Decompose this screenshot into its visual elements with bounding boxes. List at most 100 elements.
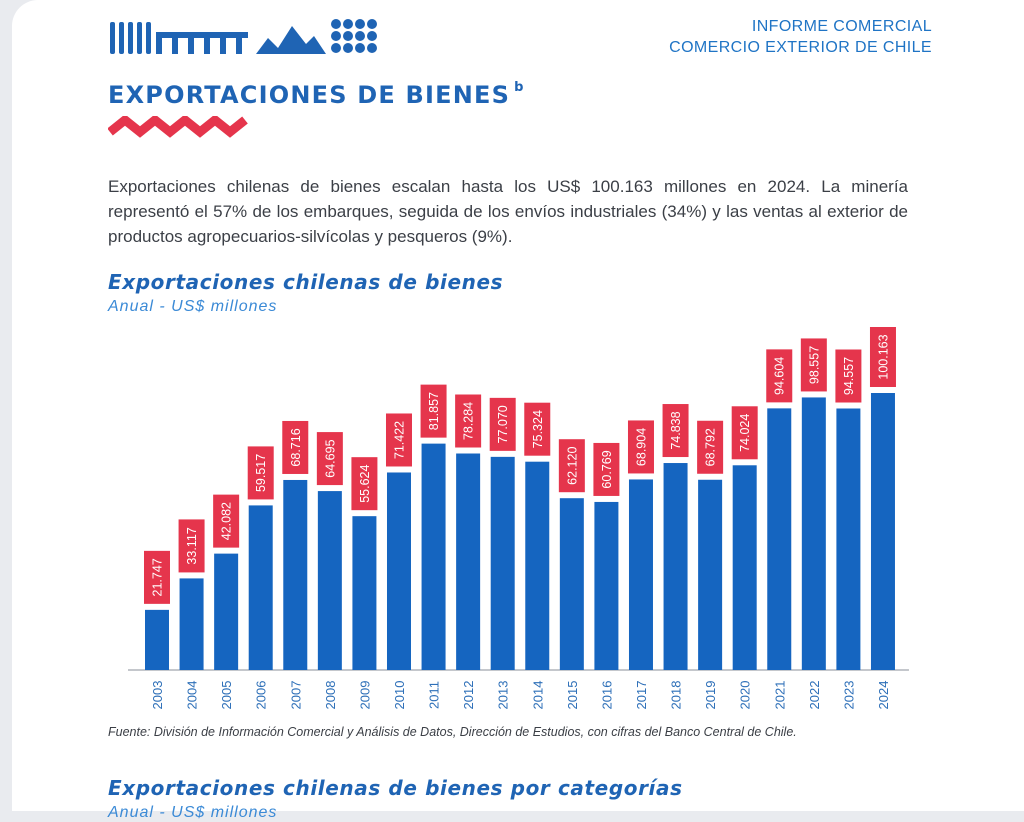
data-label-bg-2020 <box>731 406 758 460</box>
data-label-2018: 74.838 <box>669 411 683 449</box>
x-tick-2022: 2022 <box>807 681 822 710</box>
institution-logo <box>110 19 377 54</box>
bar-2003 <box>145 609 169 670</box>
x-tick-2014: 2014 <box>530 681 545 710</box>
bar-2009 <box>352 516 377 670</box>
bar-2016 <box>594 501 619 670</box>
data-label-2009: 55.624 <box>358 465 372 503</box>
bar-2006 <box>248 505 273 670</box>
bar-2018 <box>663 463 688 670</box>
x-tick-2017: 2017 <box>634 681 649 710</box>
data-label-2022: 98.557 <box>807 346 821 384</box>
data-label-2020: 74.024 <box>738 414 752 452</box>
bar-2021 <box>767 408 792 670</box>
x-tick-2012: 2012 <box>461 681 476 710</box>
x-tick-2005: 2005 <box>219 681 234 710</box>
data-label-2004: 33.117 <box>185 527 199 564</box>
bar-2008 <box>317 491 342 670</box>
data-label-2015: 62.120 <box>565 447 579 485</box>
x-tick-2003: 2003 <box>150 681 165 710</box>
x-tick-2015: 2015 <box>565 681 580 710</box>
section-footnote-marker: b <box>514 80 525 95</box>
data-label-2017: 68.904 <box>634 428 648 466</box>
data-label-bg-2007 <box>282 420 309 474</box>
x-tick-2013: 2013 <box>496 681 511 710</box>
data-label-2008: 64.695 <box>323 439 337 477</box>
intro-paragraph: Exportaciones chilenas de bienes escalan… <box>108 177 908 246</box>
bar-2015 <box>559 498 584 670</box>
report-page <box>12 0 1024 811</box>
x-tick-2016: 2016 <box>599 681 614 710</box>
data-label-bg-2009 <box>351 457 378 511</box>
data-label-2006: 59.517 <box>254 454 268 492</box>
x-tick-2019: 2019 <box>703 681 718 710</box>
data-label-2003: 21.747 <box>151 558 165 596</box>
x-tick-2006: 2006 <box>254 681 269 710</box>
data-label-bg-2019 <box>697 420 724 474</box>
x-tick-2018: 2018 <box>669 681 684 710</box>
data-label-bg-2021 <box>766 349 793 403</box>
bar-2010 <box>386 472 411 670</box>
data-label-bg-2010 <box>385 413 412 467</box>
data-label-bg-2006 <box>247 446 274 500</box>
data-label-bg-2018 <box>662 404 689 458</box>
bar-2004 <box>179 578 204 670</box>
bar-2020 <box>732 465 757 670</box>
data-label-2010: 71.422 <box>392 421 406 459</box>
data-label-bg-2024 <box>869 327 896 387</box>
x-tick-2023: 2023 <box>841 681 856 710</box>
data-label-2014: 75.324 <box>531 410 545 448</box>
data-label-2021: 94.604 <box>773 357 787 395</box>
data-label-2016: 60.769 <box>600 450 614 488</box>
data-label-2007: 68.716 <box>289 428 303 466</box>
data-label-2024: 100.163 <box>876 334 890 379</box>
next-chart-title: Exportaciones chilenas de bienes por cat… <box>108 776 683 800</box>
section-title: EXPORTACIONES DE BIENES b <box>108 80 525 109</box>
report-header: INFORME COMERCIAL COMERCIO EXTERIOR DE C… <box>669 16 932 58</box>
x-tick-2004: 2004 <box>185 681 200 710</box>
data-label-2005: 42.082 <box>220 502 234 540</box>
bar-2023 <box>836 408 861 670</box>
bar-2024 <box>870 393 895 670</box>
x-tick-2011: 2011 <box>427 681 442 709</box>
data-label-2023: 94.557 <box>842 357 856 395</box>
data-label-2013: 77.070 <box>496 405 510 443</box>
chart-subtitle: Anual - US$ millones <box>108 298 278 315</box>
report-title-line2: COMERCIO EXTERIOR DE CHILE <box>669 39 932 56</box>
x-tick-2010: 2010 <box>392 681 407 710</box>
data-label-bg-2011 <box>420 384 447 438</box>
data-label-bg-2023 <box>835 349 862 403</box>
x-tick-2020: 2020 <box>738 681 753 710</box>
data-label-bg-2008 <box>316 432 343 486</box>
bar-2017 <box>628 479 653 670</box>
data-label-bg-2004 <box>178 519 205 573</box>
data-label-bg-2003 <box>144 550 170 604</box>
x-tick-2008: 2008 <box>323 681 338 710</box>
bar-2011 <box>421 443 446 670</box>
x-tick-2009: 2009 <box>357 681 372 710</box>
data-label-2011: 81.857 <box>427 392 441 430</box>
x-tick-2007: 2007 <box>288 681 303 710</box>
bar-2005 <box>214 553 239 670</box>
data-label-bg-2012 <box>455 394 482 448</box>
data-label-bg-2015 <box>558 439 585 493</box>
next-chart-subtitle: Anual - US$ millones <box>108 804 278 821</box>
bar-2014 <box>525 461 550 670</box>
data-label-bg-2014 <box>524 402 551 456</box>
bar-2013 <box>490 456 515 670</box>
chart-source-note: Fuente: División de Información Comercia… <box>108 725 797 739</box>
section-title-text: EXPORTACIONES DE BIENES <box>108 81 511 109</box>
chart-title: Exportaciones chilenas de bienes <box>108 270 504 294</box>
x-tick-2021: 2021 <box>772 681 787 710</box>
x-tick-2024: 2024 <box>876 681 891 710</box>
data-label-bg-2017 <box>627 420 654 474</box>
data-label-2012: 78.284 <box>462 402 476 440</box>
data-label-2019: 68.792 <box>704 428 718 466</box>
report-title-line1: INFORME COMERCIAL <box>751 18 932 35</box>
bar-2019 <box>698 479 723 670</box>
data-label-bg-2013 <box>489 397 516 451</box>
data-label-bg-2016 <box>593 442 620 496</box>
bar-2022 <box>801 397 826 670</box>
bar-2012 <box>456 453 481 670</box>
